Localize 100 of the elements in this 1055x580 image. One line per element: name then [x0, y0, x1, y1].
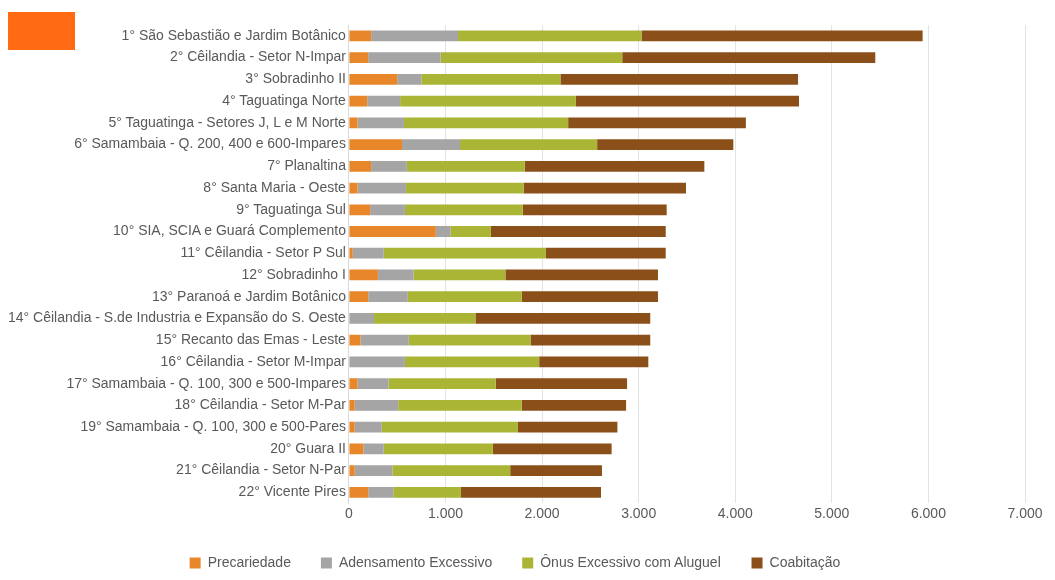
bar [368, 291, 408, 303]
y-tick-label: 9° Taguatinga Sul [236, 200, 346, 217]
bar [398, 400, 522, 411]
bar [349, 313, 375, 324]
bar [397, 73, 422, 85]
legend-label: Ônus Excessivo com Aluguel [540, 553, 721, 570]
bar [404, 356, 540, 368]
y-tick-label: 8° Santa Maria - Oeste [203, 178, 347, 195]
bar [383, 443, 493, 455]
bar [568, 117, 746, 129]
y-tick-label: 15° Recanto das Emas - Leste [155, 331, 347, 348]
bar [560, 73, 799, 85]
bar [421, 73, 561, 85]
bar [349, 291, 369, 303]
bar [530, 334, 651, 346]
bar [495, 378, 628, 390]
bar [521, 400, 627, 411]
bar [510, 465, 602, 476]
bar [368, 486, 394, 498]
bar [349, 182, 358, 194]
y-tick-label: 19° Samambaia - Q. 100, 300 e 500-Pares [80, 417, 346, 434]
bar [349, 356, 405, 368]
bar [349, 139, 403, 150]
bar [413, 269, 506, 281]
bar [435, 226, 451, 237]
bar [400, 95, 576, 107]
bar [539, 356, 649, 368]
bar [354, 465, 393, 476]
bar [354, 421, 382, 433]
bar [349, 378, 358, 390]
bar [450, 226, 491, 237]
legend-label: Precariedade [207, 553, 292, 570]
y-tick-label: 20° Guara II [270, 439, 346, 456]
bar [459, 139, 598, 150]
bar [388, 378, 496, 390]
bar [370, 204, 405, 216]
bar [363, 443, 384, 455]
bar [349, 269, 378, 281]
bar [521, 291, 658, 303]
bar [354, 400, 399, 411]
y-tick-label: 13° Paranoá e Jardim Botânico [151, 287, 347, 304]
bar [402, 139, 460, 150]
bar [352, 247, 384, 259]
bar [368, 52, 441, 63]
bar [349, 400, 355, 411]
bar [575, 95, 799, 107]
bar [403, 117, 569, 129]
bar [374, 313, 476, 324]
bar [440, 52, 623, 63]
y-tick-label: 7° Planaltina [267, 157, 347, 174]
bar [383, 247, 546, 259]
bar [377, 269, 414, 281]
bar [505, 269, 658, 281]
bar [407, 291, 522, 303]
x-tick-label: 0 [345, 505, 354, 522]
bar [349, 465, 355, 476]
bar [460, 486, 601, 498]
bar [458, 30, 642, 42]
y-tick-label: 17° Samambaia - Q. 100, 300 e 500-Impares [66, 374, 346, 391]
bar [349, 247, 353, 259]
y-tick-label: 16° Cêilandia - Setor M-Impar [160, 352, 347, 369]
x-tick-label: 5.000 [814, 505, 850, 522]
bar [392, 465, 511, 476]
bar [357, 182, 406, 194]
bar [381, 421, 518, 433]
x-tick-label: 7.000 [1007, 505, 1043, 522]
bar [357, 117, 404, 129]
bar [349, 30, 372, 42]
y-tick-label: 3° Sobradinho II [245, 70, 346, 87]
bar [524, 160, 705, 172]
bar [349, 73, 398, 85]
bar [349, 160, 372, 172]
bar [367, 95, 401, 107]
bar [349, 204, 371, 216]
bar [641, 30, 923, 42]
bar [597, 139, 734, 150]
y-tick-label: 11° Cêilandia - Setor P Sul [180, 244, 346, 261]
y-tick-label: 10° SIA, SCIA e Guará Complemento [113, 222, 347, 239]
bar [393, 486, 461, 498]
y-tick-label: 22° Vicente Pires [238, 483, 346, 500]
bar [405, 182, 524, 194]
bar [408, 334, 531, 346]
bar [522, 204, 667, 216]
x-tick-label: 2.000 [524, 505, 560, 522]
bar [349, 226, 436, 237]
bar [360, 334, 409, 346]
y-tick-label: 12° Sobradinho I [241, 265, 346, 282]
bar [371, 160, 407, 172]
y-tick-label: 21° Cêilandia - Setor N-Par [176, 461, 347, 478]
legend-label: Coabitação [769, 553, 841, 570]
y-tick-label: 6° Samambaia - Q. 200, 400 e 600-Impares [74, 135, 346, 152]
bar [349, 421, 355, 433]
bar [622, 52, 876, 63]
bar [349, 486, 369, 498]
x-tick-label: 6.000 [910, 505, 947, 522]
bar [406, 160, 525, 172]
x-tick-label: 1.000 [427, 505, 464, 522]
bar [517, 421, 618, 433]
y-tick-label: 18° Cêilandia - Setor M-Par [174, 396, 347, 413]
bar [404, 204, 523, 216]
